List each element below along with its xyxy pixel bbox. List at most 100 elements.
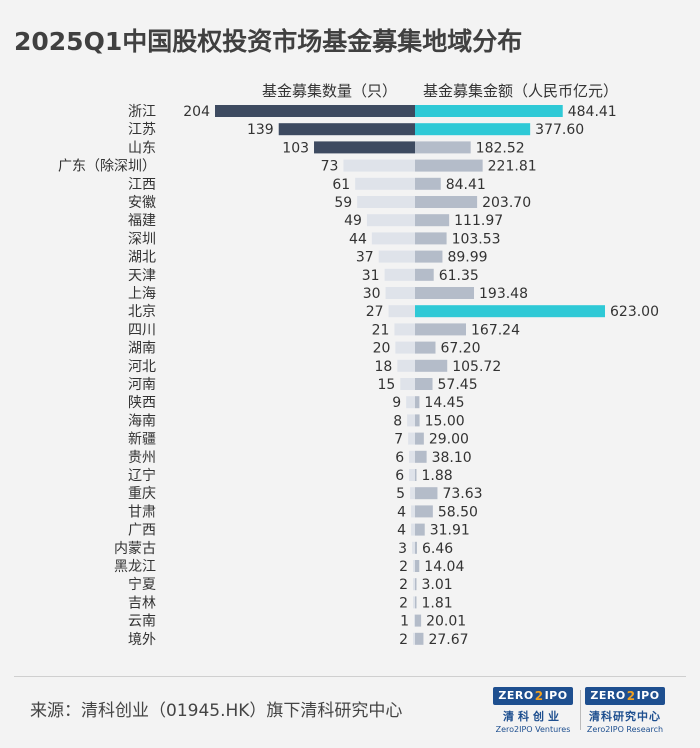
count-data-label: 4 [397,523,406,539]
count-data-label: 15 [377,377,395,393]
count-bar [394,323,415,336]
amount-bar [415,250,443,263]
amount-bar [415,305,605,318]
count-bar [378,250,415,263]
count-bar [414,614,415,627]
amount-data-label: 377.60 [535,122,584,138]
zero2ipo-research-logo: ZERO 2 IPO 清科研究中心 Zero2IPO Research [585,686,665,734]
count-data-label: 2 [399,632,408,648]
amount-data-label: 57.45 [438,377,478,393]
amount-bar [415,359,448,372]
category-label: 江西 [128,177,156,193]
count-bar [413,578,415,591]
count-bar [343,159,415,172]
amount-bar [415,341,436,354]
count-bar [388,305,415,318]
count-data-label: 204 [183,104,210,120]
count-data-label: 44 [349,231,367,247]
amount-bar [415,141,471,154]
category-label: 江苏 [128,122,156,138]
count-data-label: 37 [356,250,374,266]
count-bar [215,105,415,117]
count-bar [407,414,415,427]
chart-title: 2025Q1中国股权投资市场基金募集地域分布 [14,27,523,56]
count-data-label: 1 [400,614,409,630]
count-bar [395,341,415,354]
amount-bar [415,450,427,463]
amount-data-label: 14.04 [424,559,464,575]
category-label: 陕西 [128,395,156,411]
amount-data-label: 67.20 [440,341,480,357]
category-label: 安徽 [128,195,156,211]
amount-header: 基金募集金额（人民币亿元） [423,82,619,100]
count-bar [413,560,415,572]
category-label: 河北 [128,359,156,375]
count-data-label: 2 [399,595,408,611]
category-label: 海南 [128,413,156,429]
count-data-label: 4 [397,504,406,520]
amount-data-label: 193.48 [479,286,528,302]
count-data-label: 103 [282,140,309,156]
amount-bar [415,159,483,172]
count-data-label: 61 [332,177,350,193]
amount-bar [415,560,420,572]
category-label: 福建 [128,213,156,229]
amount-bar [415,432,424,445]
count-data-label: 2 [399,577,408,593]
amount-bar [415,541,417,554]
category-label: 黑龙江 [114,559,156,575]
count-data-label: 5 [396,486,405,502]
amount-bar [415,232,447,245]
footer-divider [14,676,686,677]
count-bar [366,214,415,227]
amount-data-label: 484.41 [568,104,617,120]
amount-bar [415,214,450,227]
category-label: 四川 [128,322,156,338]
amount-bar [415,632,424,645]
category-label: 重庆 [128,486,156,502]
count-bar [413,596,415,609]
count-bar [400,378,415,390]
amount-data-label: 20.01 [426,614,466,630]
count-bar [406,396,415,409]
amount-data-label: 1.88 [422,468,453,484]
count-data-label: 73 [321,159,339,175]
amount-data-label: 111.97 [454,213,503,229]
category-label: 深圳 [128,231,156,247]
amount-data-label: 623.00 [610,304,659,320]
amount-data-label: 1.81 [422,595,453,611]
category-label: 河南 [128,377,156,393]
category-label: 湖南 [128,341,156,357]
count-data-label: 3 [398,541,407,557]
count-bar [411,505,415,518]
amount-bar [415,505,433,518]
amount-bar [415,469,417,481]
count-data-label: 49 [344,213,362,229]
count-data-label: 8 [393,413,402,429]
count-bar [397,359,415,372]
count-bar [411,523,415,536]
category-label: 宁夏 [128,576,156,593]
count-data-label: 30 [363,286,381,302]
amount-bar [415,487,438,500]
count-bar [410,487,415,500]
amount-bar [415,578,417,591]
amount-bar [415,614,422,627]
category-label: 贵州 [128,450,156,466]
amount-data-label: 182.52 [476,140,525,156]
count-bar [408,432,415,445]
amount-bar [415,596,417,609]
count-data-label: 21 [372,322,390,338]
amount-data-label: 29.00 [429,432,469,448]
category-label: 吉林 [128,595,156,611]
count-bar [314,141,415,154]
amount-data-label: 3.01 [422,577,453,593]
category-label: 内蒙古 [114,541,156,557]
category-label: 境外 [128,632,156,648]
amount-bar [415,523,425,536]
category-label: 广西 [128,523,156,539]
amount-data-label: 203.70 [482,195,531,211]
amount-bar [415,378,433,390]
amount-data-label: 6.46 [422,541,453,557]
